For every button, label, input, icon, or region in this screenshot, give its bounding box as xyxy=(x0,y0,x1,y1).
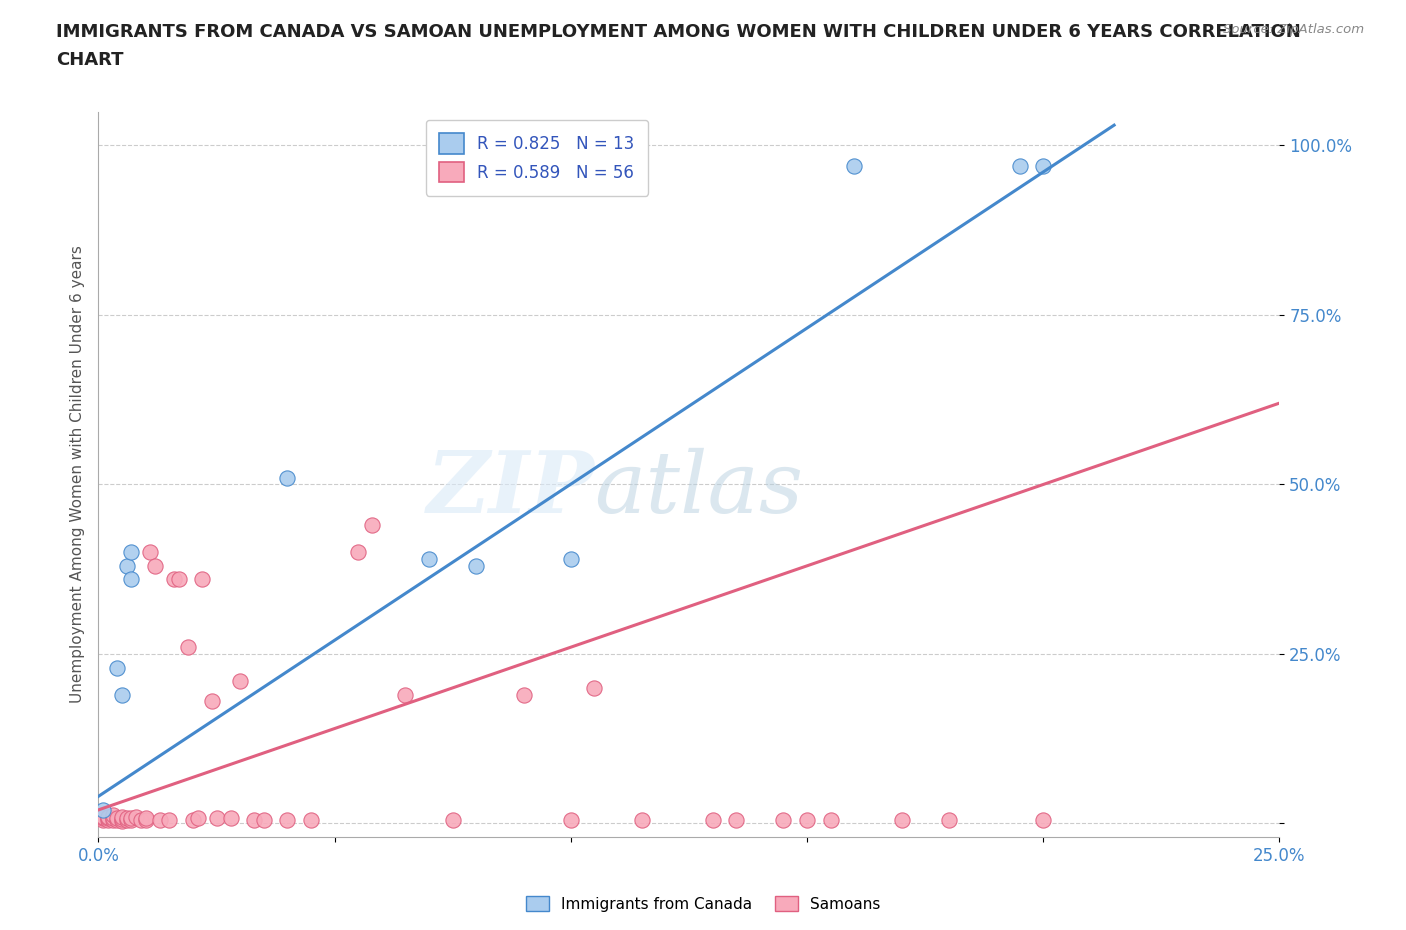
Point xyxy=(111,687,134,702)
Point xyxy=(347,545,370,560)
Point xyxy=(101,813,124,828)
Point xyxy=(91,809,114,824)
Text: ZIP: ZIP xyxy=(426,447,595,530)
Point xyxy=(394,687,416,702)
Point xyxy=(512,687,534,702)
Point xyxy=(229,673,252,688)
Point xyxy=(253,813,276,828)
Point xyxy=(167,572,190,587)
Point xyxy=(219,811,242,826)
Point xyxy=(139,545,162,560)
Point xyxy=(121,572,143,587)
Point xyxy=(560,551,582,566)
Point xyxy=(101,808,124,823)
Point xyxy=(115,811,138,826)
Point xyxy=(796,813,818,828)
Point xyxy=(97,813,120,828)
Y-axis label: Unemployment Among Women with Children Under 6 years: Unemployment Among Women with Children U… xyxy=(69,246,84,703)
Legend: R = 0.825   N = 13, R = 0.589   N = 56: R = 0.825 N = 13, R = 0.589 N = 56 xyxy=(426,120,648,195)
Point xyxy=(91,813,114,828)
Point xyxy=(187,811,209,826)
Point xyxy=(163,572,186,587)
Text: Source: ZipAtlas.com: Source: ZipAtlas.com xyxy=(1223,23,1364,36)
Legend: Immigrants from Canada, Samoans: Immigrants from Canada, Samoans xyxy=(520,889,886,918)
Point xyxy=(441,813,464,828)
Text: IMMIGRANTS FROM CANADA VS SAMOAN UNEMPLOYMENT AMONG WOMEN WITH CHILDREN UNDER 6 : IMMIGRANTS FROM CANADA VS SAMOAN UNEMPLO… xyxy=(56,23,1301,41)
Point xyxy=(111,812,134,827)
Point xyxy=(135,813,157,828)
Point xyxy=(772,813,794,828)
Point xyxy=(91,803,114,817)
Point xyxy=(105,813,128,828)
Point xyxy=(361,518,384,533)
Point xyxy=(702,813,724,828)
Point xyxy=(111,814,134,829)
Point xyxy=(149,813,172,828)
Point xyxy=(938,813,960,828)
Point xyxy=(1032,813,1054,828)
Point xyxy=(111,809,134,824)
Point xyxy=(115,558,138,573)
Point xyxy=(725,813,748,828)
Point xyxy=(181,813,204,828)
Point xyxy=(105,811,128,826)
Point xyxy=(201,694,224,709)
Point xyxy=(1032,158,1054,173)
Point xyxy=(1008,158,1031,173)
Point xyxy=(465,558,488,573)
Point xyxy=(157,813,180,828)
Point xyxy=(105,660,128,675)
Point xyxy=(129,813,152,828)
Point xyxy=(890,813,912,828)
Point xyxy=(205,811,228,826)
Point xyxy=(177,640,200,655)
Point xyxy=(630,813,652,828)
Point xyxy=(560,813,582,828)
Point xyxy=(97,809,120,824)
Point xyxy=(276,471,298,485)
Point xyxy=(191,572,214,587)
Point xyxy=(243,813,266,828)
Text: CHART: CHART xyxy=(56,51,124,69)
Point xyxy=(121,811,143,826)
Point xyxy=(583,681,606,696)
Point xyxy=(299,813,322,828)
Point xyxy=(143,558,166,573)
Point xyxy=(115,813,138,828)
Point xyxy=(844,158,866,173)
Point xyxy=(121,545,143,560)
Point xyxy=(125,809,148,824)
Point xyxy=(97,811,120,826)
Point xyxy=(135,811,157,826)
Point xyxy=(820,813,842,828)
Point xyxy=(418,551,440,566)
Point xyxy=(101,811,124,826)
Text: atlas: atlas xyxy=(595,447,804,530)
Point xyxy=(91,811,114,826)
Point xyxy=(121,813,143,828)
Point xyxy=(276,813,298,828)
